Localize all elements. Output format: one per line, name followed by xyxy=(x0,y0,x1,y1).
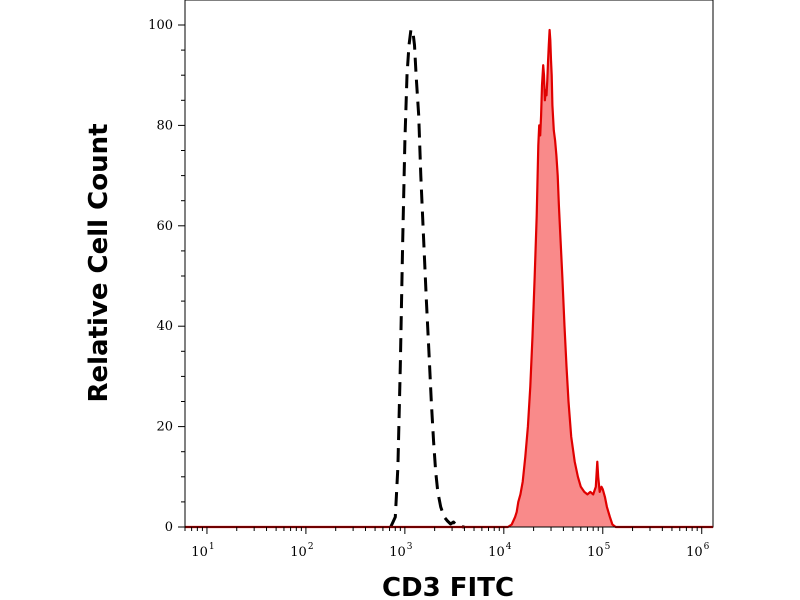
series-1-line xyxy=(185,28,713,529)
y-tick-label: 80 xyxy=(156,118,173,133)
x-tick-label: 106 xyxy=(686,542,710,560)
x-tick-label: 101 xyxy=(191,542,214,560)
x-axis-title: CD3 FITC xyxy=(382,573,514,600)
series-1-fill xyxy=(185,30,713,527)
y-axis: 0 20 40 60 80 100 xyxy=(148,0,186,535)
series-0-line xyxy=(389,28,465,529)
x-axis: 101 102 103 104 105 106 xyxy=(184,526,713,560)
series-layer xyxy=(185,28,713,529)
x-tick-label: 105 xyxy=(587,542,611,560)
plot-border xyxy=(184,0,714,528)
y-tick-label: 60 xyxy=(156,219,173,234)
x-tick-label: 102 xyxy=(290,542,313,560)
x-tick-label: 104 xyxy=(488,542,512,560)
y-tick-label: 100 xyxy=(148,18,173,33)
y-axis-title: Relative Cell Count xyxy=(84,123,114,402)
x-tick-label: 103 xyxy=(389,542,413,560)
y-tick-label: 40 xyxy=(156,319,173,334)
plot-frame xyxy=(184,0,714,528)
y-tick-label: 20 xyxy=(156,420,173,435)
y-tick-label: 0 xyxy=(165,520,173,535)
